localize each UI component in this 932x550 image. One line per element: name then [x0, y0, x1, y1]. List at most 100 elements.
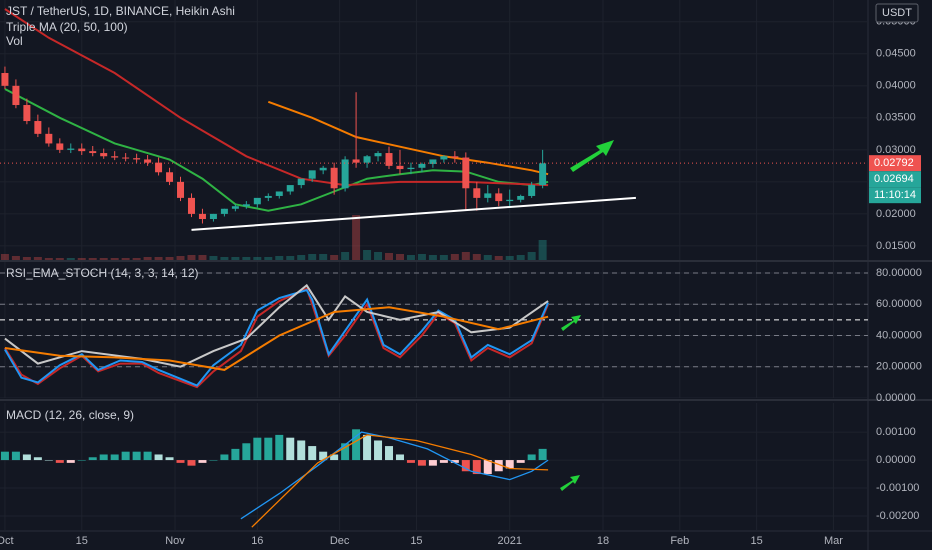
- volume-bar: [209, 256, 218, 260]
- volume-bar: [253, 257, 262, 260]
- candle-body: [396, 165, 404, 170]
- line: [251, 434, 549, 528]
- histogram-bar: [286, 437, 295, 461]
- line: [4, 287, 550, 389]
- histogram-bar: [242, 443, 251, 461]
- x-tick-label: 15: [410, 535, 422, 547]
- volume-bar: [483, 255, 492, 260]
- volume-bar: [55, 258, 64, 260]
- annotation-arrows: [560, 140, 614, 491]
- line: [4, 8, 549, 187]
- volume-bar: [176, 256, 185, 260]
- volume-bar: [308, 254, 317, 260]
- line: [4, 306, 549, 371]
- candle-body: [363, 156, 371, 163]
- candle-body: [198, 213, 206, 220]
- candle-body: [418, 163, 426, 168]
- indicator-label: Triple MA (20, 50, 100): [6, 20, 128, 34]
- histogram-bar: [165, 457, 174, 461]
- histogram-bar: [55, 460, 64, 463]
- x-tick-label: 15: [750, 535, 762, 547]
- y-tick-label: 0.02000: [876, 208, 916, 220]
- volume-bar: [165, 257, 174, 260]
- candle-body: [187, 197, 195, 214]
- candle-body: [506, 199, 514, 202]
- volume-bar: [242, 257, 251, 260]
- histogram-bar: [99, 454, 108, 461]
- histogram-bar: [395, 454, 404, 461]
- countdown: 11:10:14: [874, 189, 916, 201]
- volume-bar: [374, 252, 383, 260]
- candle-body: [473, 188, 481, 198]
- histogram-bar: [77, 460, 86, 461]
- candle-body: [133, 158, 141, 160]
- histogram-bar: [341, 443, 350, 461]
- candle-body: [67, 148, 75, 150]
- histogram-bar: [527, 454, 536, 461]
- volume-bar: [527, 252, 536, 260]
- y-tick-label: 80.00000: [876, 267, 922, 279]
- histogram-bar: [297, 440, 306, 461]
- y-tick-label: 0.01500: [876, 240, 916, 252]
- x-tick-label: Dec: [330, 535, 350, 547]
- arrow: [570, 140, 614, 172]
- volume-bar: [143, 257, 152, 260]
- x-tick-label: 18: [597, 535, 609, 547]
- candle-body: [385, 153, 393, 166]
- histogram-bar: [88, 457, 97, 461]
- volume-bar: [395, 254, 404, 260]
- histogram-bar: [11, 451, 20, 461]
- volume-bar: [88, 258, 97, 260]
- volume-bar: [231, 257, 240, 260]
- x-tick-label: 2021: [497, 535, 521, 547]
- histogram-bar: [505, 460, 514, 469]
- volume-bar: [132, 258, 141, 260]
- trendline: [191, 196, 636, 231]
- candle-body: [122, 157, 130, 159]
- candle-body: [341, 159, 349, 189]
- histogram-bar: [66, 460, 75, 463]
- ma-box: [869, 171, 921, 188]
- volume-bar: [198, 255, 207, 260]
- volume-bar: [187, 255, 196, 260]
- candle-body: [78, 148, 86, 152]
- volume-bar: [110, 258, 119, 260]
- x-tick-label: Mar: [824, 535, 843, 547]
- y-tick-label: -0.00100: [876, 482, 919, 494]
- histogram-bar: [516, 460, 525, 463]
- candle-body: [100, 153, 108, 157]
- candle-body: [308, 170, 316, 179]
- line: [4, 288, 550, 387]
- y-tick-label: 40.00000: [876, 329, 922, 341]
- volume-bar: [516, 255, 525, 260]
- candle-body: [484, 193, 492, 198]
- volume-bar: [77, 258, 86, 260]
- candle-body: [177, 181, 185, 198]
- histogram-bar: [352, 429, 361, 461]
- candle-body: [352, 159, 360, 163]
- candle-body: [286, 185, 294, 192]
- y-tick-label: 0.00000: [876, 454, 916, 466]
- histogram-bar: [494, 460, 503, 472]
- histogram-bar: [143, 451, 152, 461]
- currency-box[interactable]: [875, 3, 919, 23]
- y-tick-label: 0.03000: [876, 144, 916, 156]
- x-tick-label: Oct: [0, 535, 14, 547]
- rsi-title: RSI_EMA_STOCH (14, 3, 3, 14, 12): [6, 266, 199, 280]
- y-tick-label: 0.04500: [876, 48, 916, 60]
- x-tick-label: 16: [251, 535, 263, 547]
- volume-bar: [363, 250, 372, 260]
- countdown-box: [869, 187, 921, 204]
- histogram-bar: [319, 451, 328, 461]
- y-tick-label: 0.04000: [876, 80, 916, 92]
- histogram-bar: [231, 448, 240, 461]
- histogram-bar: [154, 454, 163, 461]
- histogram-bar: [22, 454, 31, 461]
- histogram-bar: [450, 460, 459, 463]
- arrow: [561, 315, 581, 331]
- volume-bar: [319, 254, 328, 260]
- candle-body: [89, 151, 97, 154]
